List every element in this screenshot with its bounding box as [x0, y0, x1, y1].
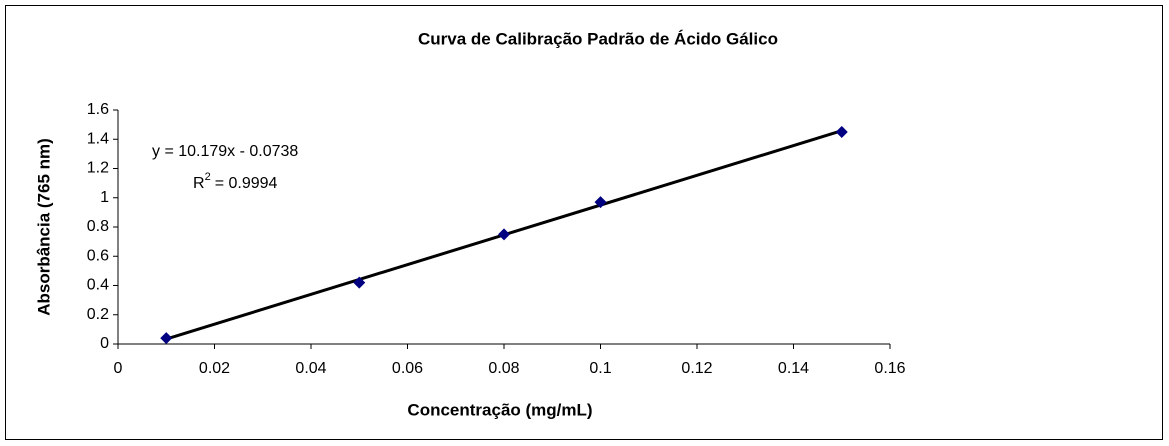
trend-equation: y = 10.179x - 0.0738	[152, 143, 298, 160]
x-tick-label: 0.1	[589, 360, 611, 377]
y-tick-label: 0.4	[87, 277, 109, 294]
data-point	[594, 196, 607, 209]
y-tick-label: 0.2	[87, 306, 109, 323]
x-axis-label: Concentração (mg/mL)	[407, 400, 592, 419]
y-tick-label: 0	[100, 335, 109, 352]
x-tick-label: 0.14	[778, 360, 809, 377]
data-point	[835, 125, 848, 138]
x-tick-label: 0.12	[681, 360, 712, 377]
r-symbol: R	[193, 175, 205, 192]
y-tick-label: 1.4	[87, 130, 109, 147]
y-tick-label: 0.6	[87, 247, 109, 264]
data-point	[498, 228, 510, 241]
y-tick-label: 1.2	[87, 160, 109, 177]
y-tick-label: 0.8	[87, 218, 109, 235]
x-tick-label: 0.02	[199, 360, 230, 377]
y-tick-label: 1.6	[87, 101, 109, 118]
data-point	[160, 332, 173, 345]
x-tick-label: 0	[114, 360, 123, 377]
y-axis-label: Absorbância (765 nm)	[34, 138, 53, 316]
x-tick-label: 0.06	[392, 360, 423, 377]
y-tick-label: 1	[100, 189, 109, 206]
x-tick-label: 0.08	[488, 360, 519, 377]
r-exponent: 2	[205, 171, 211, 183]
r-squared: R2 = 0.9994	[193, 171, 278, 192]
chart-title: Curva de Calibração Padrão de Ácido Gáli…	[418, 29, 778, 48]
x-tick-label: 0.04	[295, 360, 326, 377]
chart-frame	[5, 5, 1163, 440]
data-point	[353, 276, 366, 289]
r-value: = 0.9994	[215, 175, 278, 192]
x-tick-label: 0.16	[874, 360, 905, 377]
